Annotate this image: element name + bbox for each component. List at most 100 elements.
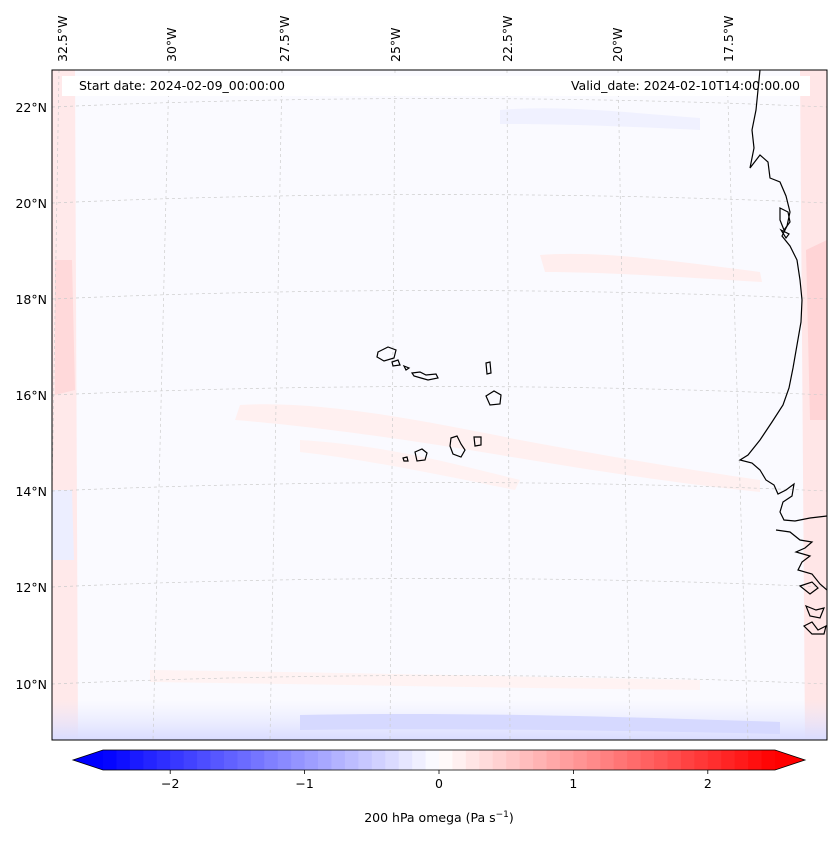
lat-label-16n: 16°N	[15, 388, 47, 403]
colorbar-label-exponent: −1	[496, 810, 509, 820]
colorbar-segment	[439, 750, 454, 770]
colorbar-segment	[103, 750, 118, 770]
colorbar-segment	[277, 750, 292, 770]
colorbar-segment	[318, 750, 333, 770]
colorbar-segment	[734, 750, 749, 770]
colorbar-label-suffix: )	[509, 810, 514, 825]
colorbar-segment	[586, 750, 601, 770]
meridian-25w	[389, 70, 396, 740]
island-boa-vista	[485, 390, 502, 406]
latitude-labels: 22°N 20°N 18°N 16°N 14°N 12°N 10°N	[15, 100, 47, 692]
header-band	[62, 76, 810, 96]
colorbar-tick-label: 1	[569, 776, 577, 791]
colorbar-tick-label: 0	[435, 776, 443, 791]
lon-label-20w: 20°W	[610, 27, 625, 62]
meridian-27-5w	[269, 70, 283, 740]
colorbar-segment	[344, 750, 359, 770]
coastline-bijagos-1	[798, 581, 819, 595]
west-edge-strong	[55, 260, 75, 395]
colorbar-segment	[371, 750, 386, 770]
lat-label-20n: 20°N	[15, 196, 47, 211]
african-coastline	[738, 70, 827, 522]
parallel-20n	[52, 194, 827, 204]
colorbar-segment	[640, 750, 655, 770]
start-date-label: Start date: 2024-02-09_00:00:00	[79, 78, 285, 93]
colorbar-segment	[559, 750, 574, 770]
lon-label-30w: 30°W	[164, 27, 179, 62]
colorbar-segment	[210, 750, 225, 770]
colorbar-segment	[398, 750, 413, 770]
colorbar-segment	[425, 750, 440, 770]
coastline-canary-east	[779, 228, 790, 240]
map-background	[52, 70, 827, 740]
colorbar-segment	[519, 750, 534, 770]
streak-2	[540, 253, 762, 282]
colorbar-segment	[385, 750, 400, 770]
parallel-22n	[52, 98, 827, 108]
colorbar-segment	[412, 750, 427, 770]
colorbar-segment	[680, 750, 695, 770]
coastlines	[376, 70, 827, 635]
lat-label-22n: 22°N	[15, 100, 47, 115]
south-edge-strong	[300, 713, 780, 734]
colorbar-segment	[654, 750, 669, 770]
colorbar-segment	[129, 750, 144, 770]
colorbar-segment	[183, 750, 198, 770]
lat-label-12n: 12°N	[15, 580, 47, 595]
colorbar-segment	[331, 750, 346, 770]
colorbar-segment	[264, 750, 279, 770]
colorbar-segment	[492, 750, 507, 770]
island-santo-antao	[376, 346, 397, 362]
streak-3	[300, 440, 520, 490]
colorbar-segment	[250, 750, 265, 770]
colorbar-segment	[748, 750, 763, 770]
colorbar-segment	[479, 750, 494, 770]
colorbar-segment	[170, 750, 185, 770]
colorbar-segment	[237, 750, 252, 770]
island-sao-nicolau	[410, 371, 439, 381]
blue-patch-north	[500, 108, 700, 130]
colorbar-segment	[465, 750, 480, 770]
colorbar-segment	[197, 750, 212, 770]
parallel-12n	[52, 578, 827, 588]
colorbar-label-prefix: 200 hPa omega (Pa s	[364, 810, 495, 825]
colorbar-segment	[506, 750, 521, 770]
coastline-canary-west	[779, 207, 791, 232]
colorbar-segment	[667, 750, 682, 770]
lon-label-25w: 25°W	[388, 27, 403, 62]
island-brava	[402, 456, 409, 462]
streak-1	[235, 404, 760, 492]
lat-label-18n: 18°N	[15, 292, 47, 307]
colorbar-segment	[304, 750, 319, 770]
colorbar-segment	[358, 750, 373, 770]
island-sal	[485, 361, 492, 375]
map-frame	[51, 69, 828, 741]
coastline-gambia-guinea	[775, 529, 827, 591]
omega-field	[52, 70, 827, 740]
colorbar-outline	[71, 749, 807, 771]
parallel-10n	[52, 675, 827, 685]
lon-label-22-5w: 22.5°W	[500, 16, 515, 62]
meridian-30w	[152, 70, 170, 740]
west-edge-band	[52, 70, 78, 740]
colorbar-segment	[761, 750, 776, 770]
colorbar-segment	[116, 750, 131, 770]
parallel-14n	[52, 482, 827, 492]
colorbar-segment	[533, 750, 548, 770]
colorbar-label: 200 hPa omega (Pa s−1)	[364, 810, 514, 825]
colorbar-segment	[291, 750, 306, 770]
parallel-16n	[52, 386, 827, 396]
longitude-labels: 32.5°W 30°W 27.5°W 25°W 22.5°W 20°W 17.5…	[55, 16, 736, 62]
parallel-18n	[52, 290, 827, 300]
colorbar-segment	[600, 750, 615, 770]
blue-patch-west	[52, 490, 74, 560]
lat-label-14n: 14°N	[15, 484, 47, 499]
colorbar-tick-label: −1	[295, 776, 313, 791]
colorbar-segment	[613, 750, 628, 770]
colorbar-segment	[546, 750, 561, 770]
colorbar: −2 −1 0 1 2 200 hPa omega (Pa s−1)	[71, 749, 807, 825]
gridlines	[52, 70, 827, 740]
lon-label-17-5w: 17.5°W	[721, 16, 736, 62]
colorbar-ticks: −2 −1 0 1 2	[161, 770, 712, 791]
